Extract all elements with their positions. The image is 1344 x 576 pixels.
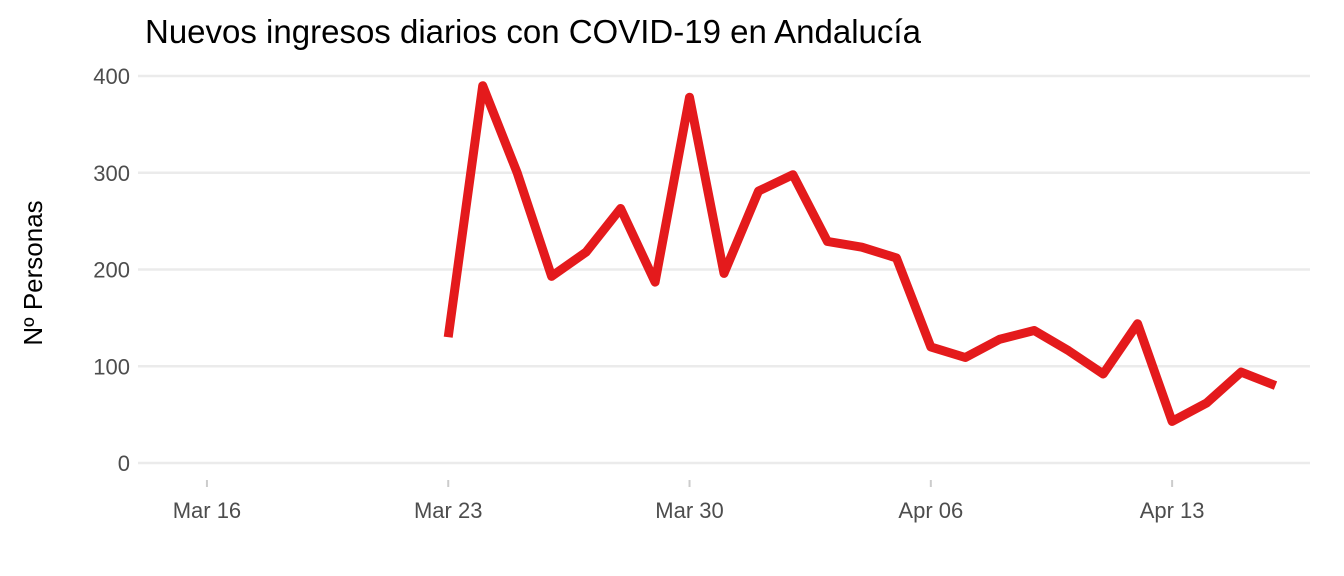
y-axis-title: Nº Personas	[18, 200, 48, 345]
x-tick-label: Mar 23	[414, 498, 482, 523]
y-tick-label: 0	[118, 451, 130, 476]
y-tick-label: 400	[93, 64, 130, 89]
x-tick-label: Apr 13	[1140, 498, 1205, 523]
chart-title: Nuevos ingresos diarios con COVID-19 en …	[145, 13, 922, 50]
series-line-0	[443, 81, 1278, 426]
y-axis-ticks: 0 100 200 300 400	[93, 64, 130, 476]
x-axis-ticks: Mar 16 Mar 23 Mar 30 Apr 06 Apr 13	[173, 480, 1205, 523]
series-group	[443, 81, 1278, 426]
x-tick-label: Mar 30	[655, 498, 723, 523]
y-tick-label: 200	[93, 258, 130, 283]
y-tick-label: 100	[93, 354, 130, 379]
x-tick-label: Apr 06	[898, 498, 963, 523]
x-tick-label: Mar 16	[173, 498, 241, 523]
y-tick-label: 300	[93, 161, 130, 186]
